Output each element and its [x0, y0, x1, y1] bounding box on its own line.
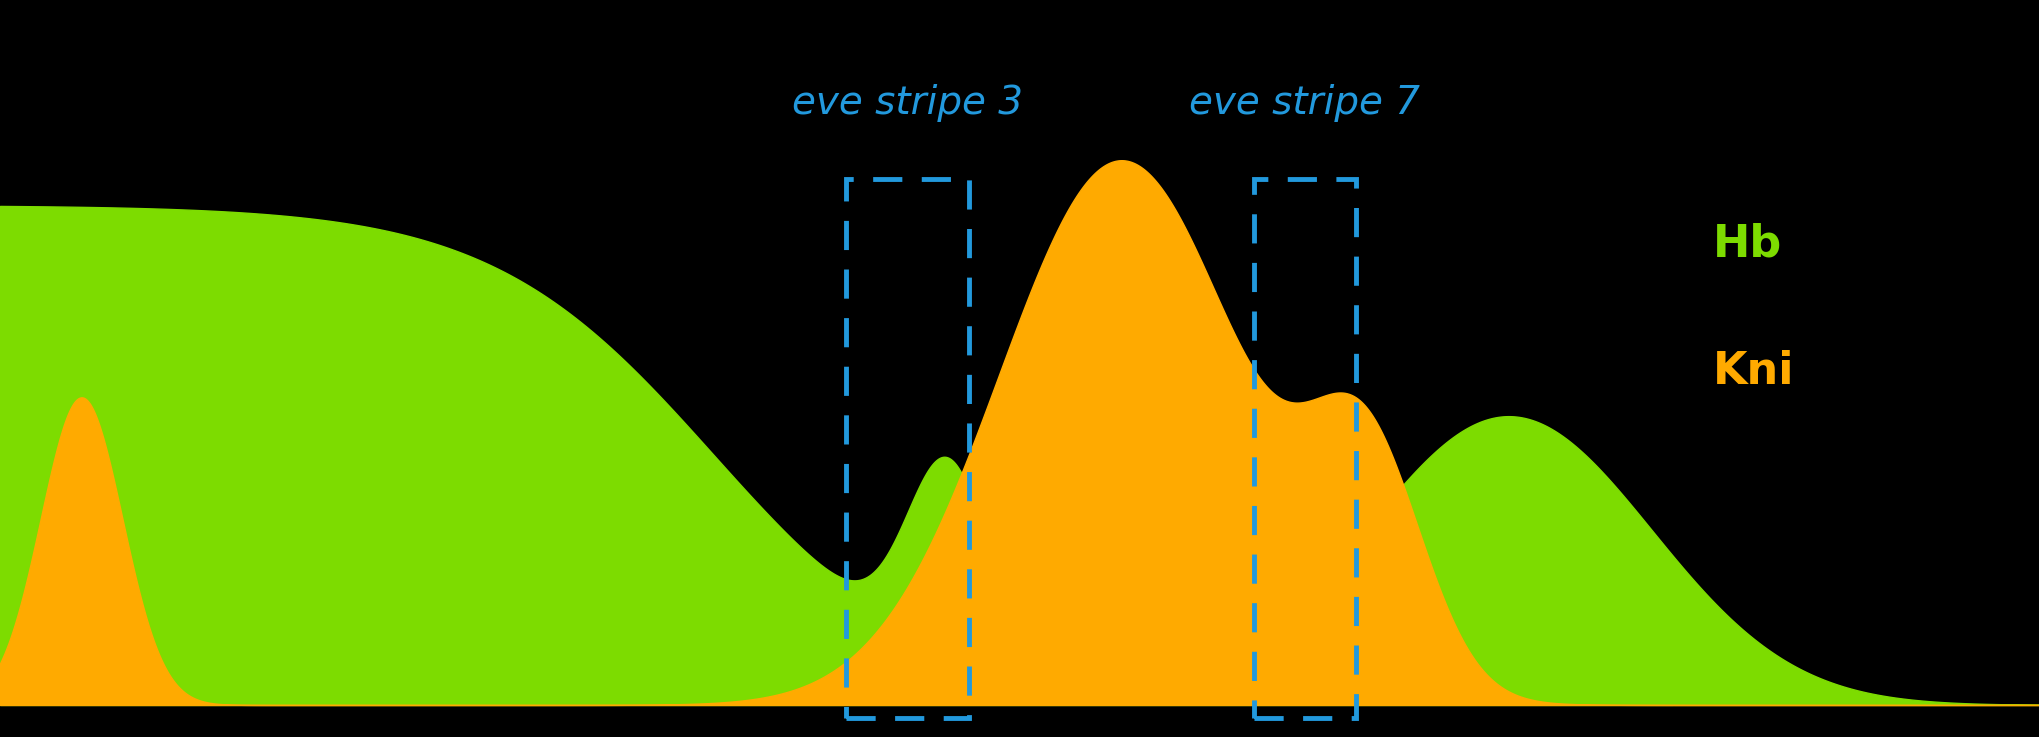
- Text: eve stripe 7: eve stripe 7: [1189, 84, 1421, 122]
- Text: Hb: Hb: [1713, 222, 1782, 265]
- Bar: [846, 179, 969, 718]
- Text: Kni: Kni: [1713, 350, 1794, 394]
- Text: eve stripe 3: eve stripe 3: [791, 84, 1024, 122]
- Bar: [1254, 179, 1356, 718]
